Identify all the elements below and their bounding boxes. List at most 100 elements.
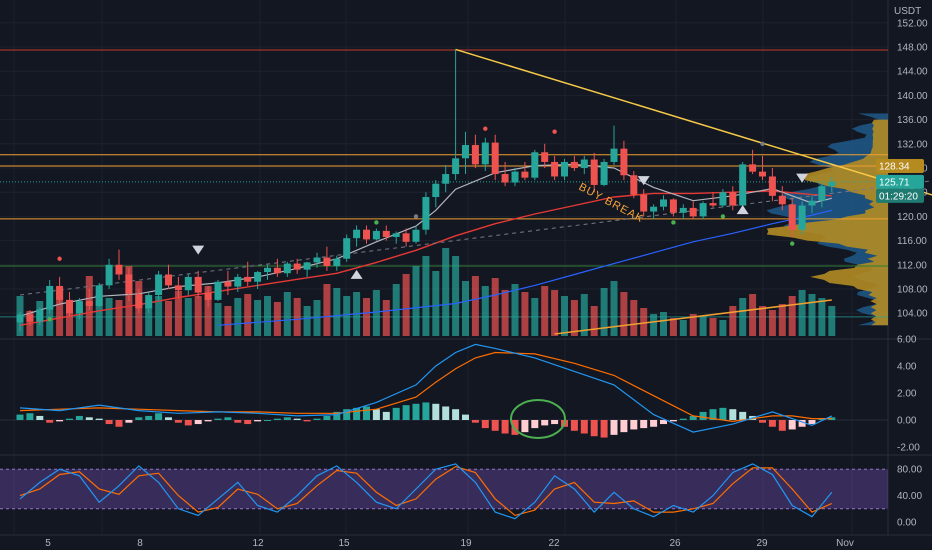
- macd-hist-64: [650, 420, 658, 427]
- volume-bar-71: [719, 320, 727, 336]
- volume-bar-68: [689, 314, 697, 336]
- candle-body-41: [422, 197, 430, 230]
- candle-body-18: [194, 276, 202, 293]
- candle-body-36: [372, 230, 380, 240]
- candle-body-39: [402, 233, 410, 242]
- candle-body-54: [551, 161, 559, 177]
- ma-slow-line: [217, 209, 832, 326]
- macd-hist-76: [768, 420, 776, 427]
- volume-bar-56: [570, 300, 578, 336]
- signal-dot-8: [374, 220, 379, 225]
- macd-tick-2: 2.00: [897, 389, 917, 400]
- macd-hist-22: [234, 420, 242, 423]
- signal-dot-4: [671, 220, 676, 225]
- candle-body-67: [679, 207, 687, 213]
- macd-hist-61: [620, 420, 628, 433]
- volume-bar-16: [174, 291, 182, 336]
- macd-hist-7: [85, 417, 93, 420]
- volume-bar-81: [818, 298, 826, 336]
- price-tick-5: 132.00: [897, 139, 928, 150]
- candle-body-17: [184, 276, 192, 291]
- volume-bar-4: [56, 291, 64, 336]
- candle-body-53: [541, 152, 549, 162]
- macd-hist-47: [481, 420, 489, 429]
- stoch-rsi-pane: [0, 463, 888, 520]
- candle-body-81: [818, 186, 826, 201]
- macd-line: [19, 343, 833, 433]
- macd-hist-75: [759, 420, 766, 423]
- candle-body-68: [689, 207, 697, 217]
- candle-body-7: [85, 301, 93, 306]
- candle-body-71: [719, 192, 727, 206]
- candle-body-72: [729, 192, 737, 206]
- volume-bar-73: [739, 298, 747, 336]
- macd-hist-40: [412, 403, 420, 420]
- macd-hist-51: [521, 420, 529, 433]
- candle-body-29: [303, 262, 311, 270]
- candle-body-3: [46, 285, 54, 310]
- candle-body-48: [491, 142, 499, 175]
- volume-bar-15: [165, 301, 172, 336]
- macd-hist-31: [323, 415, 331, 420]
- candle-body-31: [323, 257, 331, 267]
- macd-hist-70: [709, 409, 717, 420]
- macd-hist-56: [570, 420, 578, 431]
- signal-dot-0: [57, 256, 62, 261]
- macd-hist-53: [541, 420, 549, 426]
- signal-dot-2: [483, 126, 488, 131]
- date-label-4: 19: [460, 538, 472, 549]
- volume-bar-47: [481, 286, 489, 336]
- price-tick-9: 116.00: [897, 236, 927, 247]
- macd-hist-29: [303, 420, 311, 422]
- signal-triangle-1: [350, 269, 363, 279]
- signal-dot-9: [413, 214, 419, 219]
- volume-bar-75: [759, 306, 766, 336]
- macd-hist-21: [224, 417, 232, 420]
- volume-bar-57: [580, 294, 588, 336]
- macd-hist-24: [254, 420, 262, 422]
- candle-body-64: [650, 206, 658, 212]
- volume-bar-74: [749, 294, 757, 336]
- volume-bar-35: [363, 298, 370, 336]
- candle-body-15: [165, 274, 172, 286]
- volume-bar-70: [709, 318, 717, 336]
- volume-bar-9: [105, 298, 113, 336]
- volume-bar-21: [224, 306, 232, 336]
- macd-hist-80: [808, 420, 816, 425]
- macd-hist-44: [452, 409, 460, 420]
- candle-body-78: [788, 204, 796, 230]
- date-label-6: 26: [669, 538, 681, 549]
- volume-bar-66: [669, 318, 677, 336]
- candle-body-6: [75, 301, 83, 314]
- volume-profile: [766, 113, 888, 326]
- macd-hist-62: [630, 420, 638, 430]
- volume-bar-63: [640, 308, 648, 336]
- volume-bar-80: [808, 294, 816, 336]
- macd-hist-68: [689, 415, 697, 420]
- candle-body-32: [333, 258, 341, 267]
- candle-body-34: [353, 229, 361, 239]
- candle-body-24: [254, 272, 262, 282]
- macd-hist-33: [343, 409, 351, 420]
- volume-bar-53: [541, 286, 549, 336]
- candle-body-33: [343, 238, 351, 259]
- candle-body-11: [125, 274, 133, 294]
- macd-tick-3: 0.00: [897, 416, 917, 427]
- macd-hist-15: [165, 417, 172, 420]
- macd-hist-23: [244, 420, 252, 425]
- candles[interactable]: [16, 49, 836, 332]
- signal-dot-1: [47, 317, 52, 322]
- volume-bar-27: [283, 292, 291, 336]
- candle-body-21: [224, 281, 232, 287]
- macd-hist-36: [372, 409, 380, 420]
- signal-dot-3: [552, 129, 557, 134]
- date-label-7: 29: [756, 538, 768, 549]
- price-tick-0: 152.00: [897, 18, 928, 29]
- candle-body-37: [382, 230, 390, 237]
- candle-body-42: [432, 183, 440, 198]
- macd-hist-1: [26, 413, 34, 420]
- highlight-circle: [510, 399, 566, 439]
- macd-hist-12: [135, 417, 143, 420]
- macd-hist-77: [778, 420, 786, 431]
